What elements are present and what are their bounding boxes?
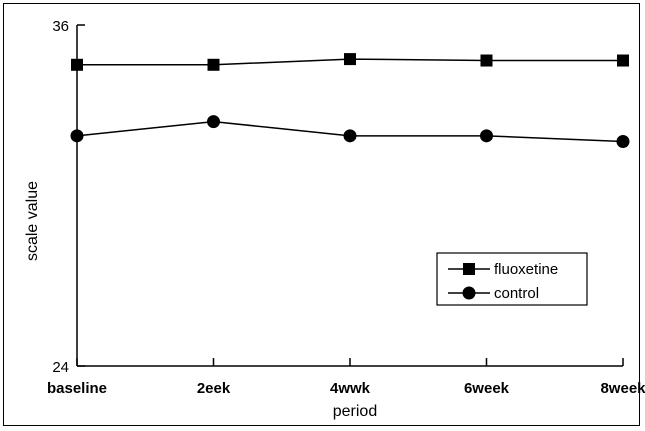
- x-tick-label: baseline: [47, 380, 107, 397]
- x-tick-label: 6week: [464, 380, 510, 397]
- fluoxetine-point: [207, 58, 220, 71]
- x-axis-label: period: [333, 403, 377, 420]
- axes: 36 24 baseline 2eek 4wwk 6week 8week: [47, 18, 645, 397]
- control-point: [616, 135, 630, 149]
- legend-marker-fluoxetine: [463, 263, 475, 275]
- control-point: [480, 129, 493, 143]
- control-point: [343, 129, 357, 143]
- control-point: [207, 115, 220, 129]
- fluoxetine-point: [617, 54, 629, 67]
- fluoxetine-point: [71, 58, 83, 71]
- series-layer: [70, 53, 630, 149]
- legend-box: [436, 252, 588, 306]
- y-tick-label: 36: [52, 18, 69, 35]
- fluoxetine-point: [344, 53, 356, 66]
- x-tick-label: 2eek: [197, 380, 231, 397]
- control-point: [70, 129, 84, 143]
- x-tick-label: 8week: [600, 380, 645, 397]
- y-tick-label: 24: [52, 359, 69, 376]
- x-tick-label: 4wwk: [330, 380, 371, 397]
- legend-marker-control: [462, 286, 476, 300]
- chart-frame: [3, 3, 640, 426]
- y-axis-label: scale value: [24, 181, 41, 261]
- legend: fluoxetine control: [436, 252, 588, 306]
- fluoxetine-point: [480, 54, 493, 67]
- legend-label-fluoxetine: fluoxetine: [494, 261, 558, 278]
- legend-label-control: control: [494, 285, 539, 302]
